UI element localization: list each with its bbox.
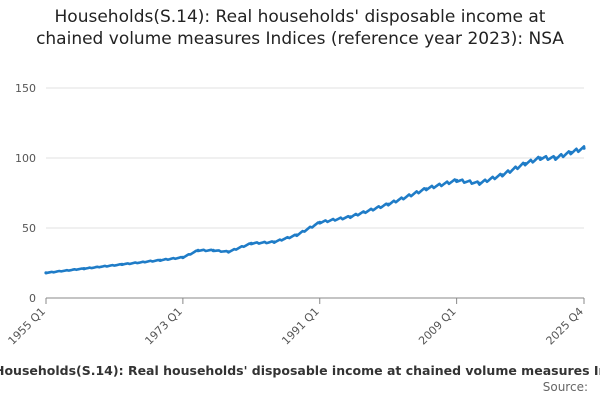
data-point xyxy=(44,271,48,275)
data-point xyxy=(569,150,573,154)
data-point xyxy=(249,241,253,245)
x-tick-label: 2025 Q4 xyxy=(544,305,587,348)
chart-title: Households(S.14): Real households' dispo… xyxy=(36,7,564,49)
data-point xyxy=(120,262,124,266)
data-point xyxy=(500,173,504,177)
data-point xyxy=(538,156,542,160)
x-tick-label: 1955 Q1 xyxy=(6,305,49,348)
x-tick-label: 2009 Q1 xyxy=(416,305,459,348)
data-point xyxy=(386,202,390,206)
grid-lines xyxy=(46,87,584,229)
x-tick-label: 1991 Q1 xyxy=(279,305,322,348)
data-point xyxy=(211,248,215,252)
x-tick-label: 1973 Q1 xyxy=(142,305,185,348)
data-point xyxy=(158,258,162,262)
data-point xyxy=(424,187,428,191)
y-tick-label: 0 xyxy=(29,292,36,305)
data-point xyxy=(348,215,352,219)
axes xyxy=(45,297,585,304)
data-point xyxy=(196,248,200,252)
series-layer xyxy=(44,145,586,275)
legend-series-label: Households(S.14): Real households' dispo… xyxy=(0,363,600,378)
data-point xyxy=(82,267,86,271)
data-point xyxy=(272,240,276,244)
data-point xyxy=(226,250,231,254)
y-tick-label: 100 xyxy=(15,152,36,165)
y-tick-label: 150 xyxy=(15,82,36,95)
data-point xyxy=(582,146,586,150)
y-tick-label: 50 xyxy=(22,222,36,235)
data-point xyxy=(295,233,299,237)
data-point xyxy=(523,162,527,166)
legend: Households(S.14): Real households' dispo… xyxy=(0,362,600,380)
data-point xyxy=(477,181,481,185)
data-point xyxy=(553,156,558,160)
series-line-0 xyxy=(44,145,586,275)
data-point xyxy=(181,255,185,259)
data-point xyxy=(455,178,459,182)
tick-labels: 0 50 100 150 1955 Q1 1973 Q1 1991 Q1 2009 Q1 202… xyxy=(6,82,587,347)
data-point xyxy=(318,220,322,224)
source-label: Source: xyxy=(542,380,588,394)
